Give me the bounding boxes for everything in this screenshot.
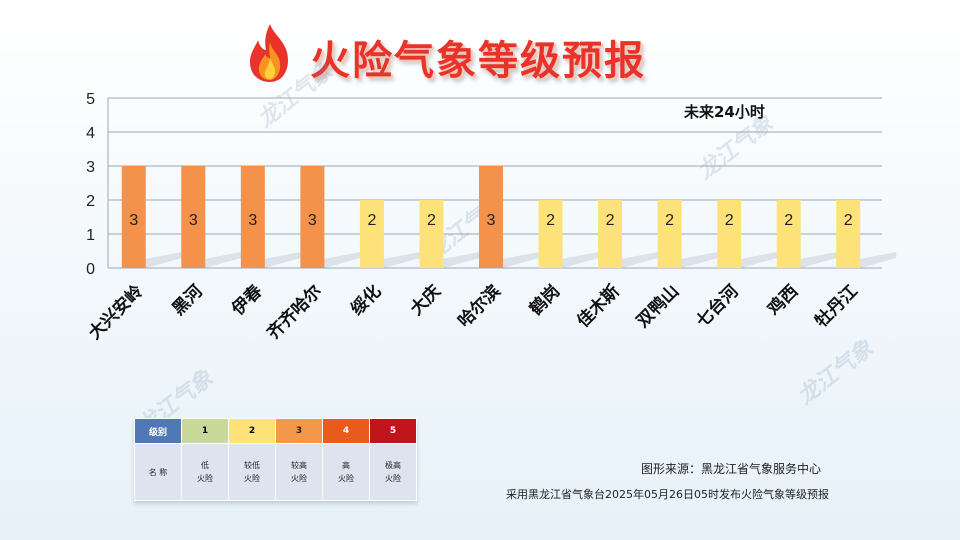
legend-level: 5: [369, 418, 417, 444]
bar-value-label: 2: [725, 212, 734, 229]
legend-name: 高火险: [322, 443, 370, 501]
legend-name: 极高 火险: [369, 443, 417, 501]
bar-value-label: 2: [427, 212, 436, 229]
y-tick-label: 4: [86, 125, 95, 142]
y-tick-label: 5: [86, 91, 95, 108]
bar-value-label: 2: [665, 212, 674, 229]
x-tick-label: 大兴安岭: [84, 281, 147, 344]
bar: [300, 166, 325, 268]
bar-chart: 0 1 2 3 4 5 3 大兴安岭 3 黑河 3 伊春 3 齐齐哈尔 2 绥化 2 大庆 3 哈尔滨 2 鹤岗 2 佳木斯 2…: [84, 91, 897, 344]
legend-name: 较低 火险: [228, 443, 276, 501]
fire-level-legend: 级别 1 2 3 4 5 名 称 低火险 较低 火险 较高 火险 高火险 极高 火险: [134, 418, 417, 501]
bar: [121, 166, 146, 268]
chart-subtitle: 未来24小时: [684, 103, 765, 121]
bar-value-label: 2: [546, 212, 555, 229]
x-tick-label: 双鸭山: [632, 281, 683, 332]
bar-value-label: 2: [606, 212, 615, 229]
title-area: 火险气象等级预报: [0, 18, 960, 88]
bar: [776, 200, 801, 268]
legend-level: 3: [275, 418, 323, 444]
x-tick-label: 鹤岗: [525, 281, 564, 320]
bar: [657, 200, 682, 268]
x-tick-label: 伊春: [227, 281, 267, 321]
y-tick-label: 2: [86, 193, 95, 210]
flame-icon: [250, 24, 288, 82]
bar: [717, 200, 742, 268]
page-title: 火险气象等级预报: [310, 38, 646, 84]
legend-level: 4: [322, 418, 370, 444]
x-tick-label: 大庆: [406, 281, 445, 320]
bar: [836, 200, 861, 268]
bar: [240, 166, 265, 268]
y-tick-label: 1: [86, 227, 95, 244]
legend-name-label: 名 称: [134, 443, 182, 501]
issue-note: 采用黑龙江省气象台2025年05月26日05时发布火险气象等级预报: [506, 488, 829, 501]
x-tick-label: 佳木斯: [573, 281, 624, 332]
legend-level: 2: [228, 418, 276, 444]
x-tick-label: 鸡西: [763, 281, 803, 321]
bar-value-label: 3: [487, 212, 496, 229]
source-text: 图形来源：黑龙江省气象服务中心: [641, 462, 822, 476]
bar-value-label: 3: [129, 212, 138, 229]
x-tick-label: 齐齐哈尔: [263, 281, 326, 344]
x-tick-label: 牡丹江: [811, 281, 862, 332]
bar-value-label: 2: [844, 212, 853, 229]
legend-level: 1: [181, 418, 229, 444]
x-tick-label: 七台河: [692, 281, 743, 332]
bar: [598, 200, 623, 268]
x-tick-label: 绥化: [347, 281, 386, 320]
bar: [181, 166, 206, 268]
x-tick-label: 哈尔滨: [454, 281, 505, 332]
y-tick-label: 0: [86, 261, 95, 278]
bar-value-label: 3: [308, 212, 317, 229]
legend-name: 低火险: [181, 443, 229, 501]
x-tick-label: 黑河: [169, 281, 207, 319]
bar-value-label: 3: [189, 212, 198, 229]
bar-value-label: 2: [784, 212, 793, 229]
bar: [538, 200, 563, 268]
bar-value-label: 2: [367, 212, 376, 229]
bar: [359, 200, 384, 268]
legend-name: 较高 火险: [275, 443, 323, 501]
legend-header-label: 级别: [134, 418, 182, 444]
bar: [419, 200, 444, 268]
y-tick-label: 3: [86, 159, 95, 176]
bar-value-label: 3: [248, 212, 257, 229]
bar: [479, 166, 503, 268]
